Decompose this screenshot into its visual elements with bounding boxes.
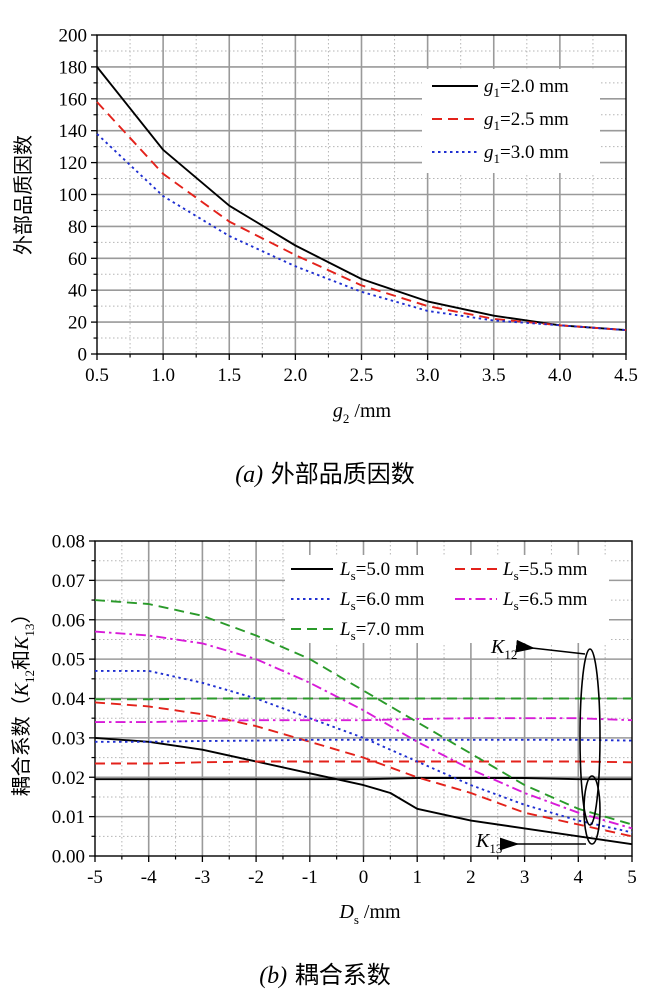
chart-a-series-line-2 xyxy=(96,101,627,332)
chart-a-legend-label-3: g1=3.0 mm xyxy=(484,142,569,166)
chart-b-k12-ellipse xyxy=(579,648,601,826)
chart-b-coupling-coefficient: -5 -4 -3 -2 -1 0 1 2 3 4 5 0.00 0.01 0.02 0.03 0.04 0.05… xyxy=(10,532,637,990)
chart-b-series-1-k13-line xyxy=(94,736,633,846)
chart-b-x-tick-label: -4 xyxy=(141,867,157,888)
chart-b-k13-annotation-label: K13 xyxy=(475,830,502,856)
chart-b-caption: (b) 耦合系数 xyxy=(259,961,391,989)
chart-a-y-tick-label: 0 xyxy=(78,345,88,366)
chart-b-series-3-k13-line xyxy=(95,669,633,834)
chart-a-y-tick-label: 40 xyxy=(68,281,87,302)
chart-a-y-tick-label: 200 xyxy=(59,26,88,47)
chart-a-x-tick-label: 0.5 xyxy=(85,365,109,386)
chart-b-legend-label-5: Ls=7.0 mm xyxy=(339,619,425,643)
chart-b-series-2-k12-line xyxy=(95,760,633,765)
chart-b-series-5-k12-line xyxy=(95,697,632,701)
chart-b-y-tick-label: 0.04 xyxy=(52,689,86,710)
chart-b-x-tick-label: 1 xyxy=(412,867,422,888)
chart-a-y-tick-label: 20 xyxy=(68,313,87,334)
chart-a-y-axis-label: 外部品质因数 xyxy=(12,135,35,255)
chart-b-y-tick-label: 0.02 xyxy=(52,768,85,789)
chart-b-k13-ellipse xyxy=(583,775,601,845)
chart-b-y-tick-label: 0.05 xyxy=(52,650,85,671)
chart-b-x-tick-label: -3 xyxy=(194,867,210,888)
chart-b-x-tick-label: 3 xyxy=(520,867,530,888)
chart-a-y-tick-label: 100 xyxy=(59,185,88,206)
chart-b-series-4-k13-line xyxy=(94,630,633,830)
chart-b-legend-label-2: Ls=5.5 mm xyxy=(502,559,588,583)
chart-a-legend: g1=2.0 mm g1=2.5 mm g1=3.0 mm xyxy=(422,69,600,173)
chart-b-legend: Ls=5.0 mm Ls=5.5 mm Ls=6.0 mm Ls=6.5 mm Ls=7… xyxy=(285,555,609,643)
chart-a-series-line-1 xyxy=(96,66,627,332)
chart-a-x-tick-label: 4.5 xyxy=(614,365,638,386)
chart-a-legend-label-1: g1=2.0 mm xyxy=(484,76,569,100)
chart-a-y-tick-label: 160 xyxy=(59,89,88,110)
chart-a-caption: (a) 外部品质因数 xyxy=(235,460,415,488)
chart-b-k12-annotation-label: K12 xyxy=(490,636,517,662)
chart-b-x-tick-label: -5 xyxy=(87,867,103,888)
chart-a-x-axis-label: g2 /mm xyxy=(333,400,392,426)
chart-b-x-tick-label: 4 xyxy=(574,867,584,888)
chart-a-x-tick-label: 1.0 xyxy=(151,365,175,386)
chart-a-x-tick-label: 3.0 xyxy=(416,365,440,386)
chart-b-x-tick-label: 0 xyxy=(359,867,369,888)
chart-b-y-tick-label: 0.03 xyxy=(52,728,85,749)
chart-b-y-tick-label: 0.06 xyxy=(52,610,85,631)
chart-a-y-tick-label: 80 xyxy=(68,217,87,238)
chart-a-x-tick-label: 2.0 xyxy=(284,365,308,386)
chart-b-series-1-k12-line xyxy=(95,777,632,781)
chart-b-series-4-k12-line xyxy=(95,717,633,724)
chart-a-x-tick-label: 3.5 xyxy=(482,365,506,386)
chart-a-y-tick-label: 140 xyxy=(59,121,88,142)
chart-b-k12-arrow xyxy=(515,639,586,655)
chart-a-legend-label-2: g1=2.5 mm xyxy=(484,109,569,133)
chart-a-y-tick-label: 120 xyxy=(59,153,88,174)
chart-b-annotations: K12 K13 xyxy=(475,636,601,856)
chart-a-x-tick-label: 1.5 xyxy=(217,365,241,386)
chart-a-y-tick-label: 60 xyxy=(68,249,87,270)
chart-a-y-tick-label: 180 xyxy=(59,57,88,78)
chart-b-x-tick-label: -1 xyxy=(302,867,318,888)
chart-b-x-tick-label: 5 xyxy=(627,867,637,888)
chart-b-y-tick-label: 0.08 xyxy=(52,532,85,553)
chart-b-y-tick-label: 0.00 xyxy=(52,847,85,868)
chart-a-external-quality-factor: 0.5 1.0 1.5 2.0 2.5 3.0 3.5 4.0 4.5 0 20 40 60 80 100 1… xyxy=(12,26,638,489)
chart-b-legend-label-3: Ls=6.0 mm xyxy=(339,589,425,613)
chart-b-x-tick-label: -2 xyxy=(248,867,264,888)
chart-b-legend-label-1: Ls=5.0 mm xyxy=(339,559,425,583)
chart-b-x-tick-label: 2 xyxy=(466,867,476,888)
chart-a-x-tick-label: 2.5 xyxy=(350,365,374,386)
chart-b-y-tick-label: 0.01 xyxy=(52,807,85,828)
chart-b-y-axis-label: 耦合系数（K12和K13） xyxy=(10,604,37,797)
chart-b-legend-background xyxy=(285,555,609,643)
chart-b-y-tick-label: 0.07 xyxy=(52,571,85,592)
chart-a-x-tick-label: 4.0 xyxy=(548,365,572,386)
chart-b-legend-label-4: Ls=6.5 mm xyxy=(502,589,588,613)
chart-b-x-axis-label: Ds /mm xyxy=(338,901,401,927)
chart-b-series-2-k13-line xyxy=(94,701,633,838)
